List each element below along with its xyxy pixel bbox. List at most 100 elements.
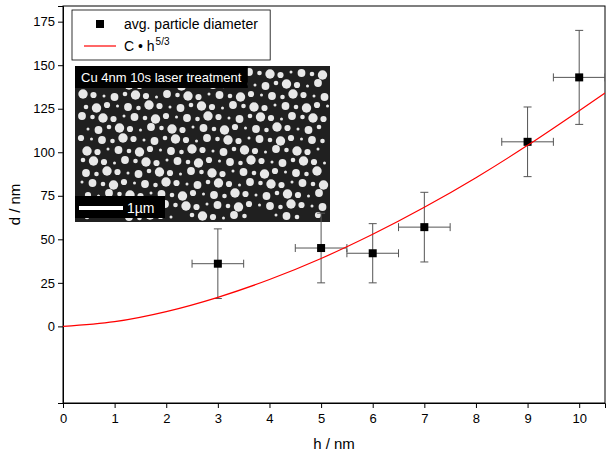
inset-particle xyxy=(131,113,139,121)
inset-particle xyxy=(218,160,221,163)
tick: 8 xyxy=(473,403,480,426)
inset-particle xyxy=(282,102,290,110)
inset-particle xyxy=(92,103,101,112)
inset-particle xyxy=(101,159,107,165)
inset-particle xyxy=(258,158,264,164)
inset-particle xyxy=(203,111,212,120)
inset-particle xyxy=(256,135,264,143)
inset-particle xyxy=(175,116,178,119)
inset-particle xyxy=(299,179,307,187)
inset-particle xyxy=(151,137,159,145)
inset-particle xyxy=(82,169,90,177)
legend: avg. particle diameterC • h5/3 xyxy=(72,10,270,60)
inset-particle xyxy=(246,178,254,186)
inset-particle xyxy=(254,84,257,87)
inset-particle xyxy=(187,167,195,175)
inset-particle xyxy=(284,148,289,153)
inset-particle xyxy=(274,81,279,86)
tick-mark xyxy=(528,403,529,408)
inset-particle xyxy=(302,103,311,112)
inset-particle xyxy=(186,160,191,165)
inset-particle xyxy=(241,104,246,109)
inset-particle xyxy=(123,92,128,97)
inset-particle xyxy=(195,94,201,100)
inset-particle xyxy=(186,183,189,186)
inset-particle xyxy=(153,160,159,166)
plot-area xyxy=(63,30,605,326)
inset-particle xyxy=(311,205,314,208)
inset-particle xyxy=(156,103,162,109)
inset-particle xyxy=(294,82,300,88)
inset-particle xyxy=(109,180,118,189)
inset-particle xyxy=(220,148,228,156)
inset-particle xyxy=(202,193,205,196)
x-error-cap xyxy=(553,73,554,81)
tick: 0 xyxy=(48,319,63,334)
inset-particle xyxy=(219,171,225,177)
tick-mark xyxy=(218,403,219,408)
inset-particle xyxy=(163,90,171,98)
x-error-cap xyxy=(192,260,193,268)
x-error-cap xyxy=(398,223,399,231)
inset-particle xyxy=(305,126,313,134)
tick-mark xyxy=(424,403,425,408)
tick: 9 xyxy=(524,403,531,426)
inset-particle xyxy=(290,71,293,74)
x-error-cap xyxy=(450,223,451,231)
inset-particle xyxy=(265,69,274,78)
tick: 7 xyxy=(421,403,428,426)
inset-particle xyxy=(222,194,227,199)
data-point xyxy=(420,223,428,231)
inset-particle xyxy=(230,188,239,197)
inset-particle xyxy=(317,148,320,151)
tick-mark xyxy=(269,403,270,408)
inset-particle xyxy=(115,146,123,154)
inset-particle xyxy=(143,116,148,121)
tick-mark xyxy=(58,283,63,284)
inset-particle xyxy=(84,105,89,110)
inset-particle xyxy=(278,182,284,188)
x-error-cap xyxy=(398,249,399,257)
inset-particle xyxy=(117,192,122,197)
inset-particle xyxy=(252,171,257,176)
inset: Cu 4nm 10s laser treatment1µm xyxy=(75,66,330,222)
inset-particle xyxy=(232,170,235,173)
tick-label: 1 xyxy=(112,411,119,426)
data-point-group xyxy=(502,107,554,177)
tick-mark xyxy=(58,239,63,240)
y-error-bar xyxy=(317,213,325,283)
inset-particle xyxy=(232,124,238,130)
inset-particle xyxy=(195,117,200,122)
inset-particle xyxy=(306,85,309,88)
inset-particle xyxy=(292,146,301,155)
inset-particle xyxy=(199,147,205,153)
fit-line xyxy=(63,93,605,326)
data-point-group xyxy=(295,213,347,283)
inset-particle xyxy=(260,94,263,97)
inset-particle xyxy=(155,96,158,99)
inset-particle xyxy=(130,136,136,142)
y-error-bar xyxy=(214,229,222,299)
x-error-cap xyxy=(553,138,554,146)
inset-particle xyxy=(167,124,176,133)
inset-particle xyxy=(294,105,299,110)
inset-particle xyxy=(320,139,325,144)
inset-particle xyxy=(115,123,124,132)
inset-particle xyxy=(277,72,283,78)
inset-particle xyxy=(110,139,115,144)
inset-particle xyxy=(107,148,110,151)
inset-particle xyxy=(288,89,297,98)
tick: 125 xyxy=(33,101,63,116)
inset-particle xyxy=(275,191,280,196)
inset-particle xyxy=(282,79,291,88)
tick-mark xyxy=(58,152,63,153)
inset-particle xyxy=(297,128,300,131)
inset-particle xyxy=(240,168,248,176)
tick-label: 8 xyxy=(473,411,480,426)
inset-particle xyxy=(228,94,233,99)
inset-particle xyxy=(209,104,215,110)
legend-superscript: 5/3 xyxy=(156,36,170,47)
inset-particle xyxy=(220,125,229,134)
plot-frame xyxy=(63,6,605,403)
inset-particle xyxy=(94,172,99,177)
